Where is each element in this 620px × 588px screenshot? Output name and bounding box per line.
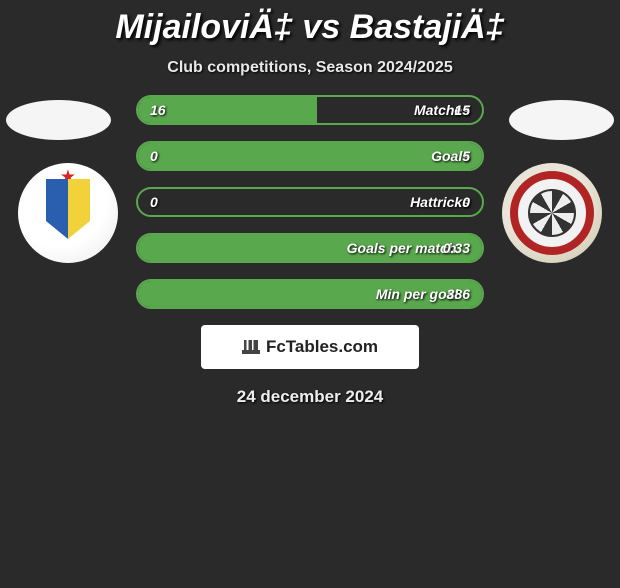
stat-label: Goals per match xyxy=(347,240,457,256)
stat-value-right: 0 xyxy=(462,194,470,210)
stat-value-left: 16 xyxy=(150,102,166,118)
snapshot-date: 24 december 2024 xyxy=(0,387,620,407)
player-silhouette-right xyxy=(509,100,614,140)
stat-value-left: 0 xyxy=(150,148,158,164)
stat-bar: 0Hattricks0 xyxy=(136,187,484,217)
fctables-branding[interactable]: FcTables.com xyxy=(201,325,419,369)
stat-value-left: 0 xyxy=(150,194,158,210)
comparison-title: MijailoviÄ‡ vs BastajiÄ‡ xyxy=(0,8,620,47)
club-crest-left: ★ xyxy=(18,163,118,263)
branding-text: FcTables.com xyxy=(266,337,378,357)
comparison-stage: ★ 16Matches150Goals50Hattricks0Goals per… xyxy=(0,95,620,407)
bar-chart-icon xyxy=(242,340,260,354)
crest-ring-icon xyxy=(510,171,594,255)
stat-value-right: 5 xyxy=(462,148,470,164)
club-crest-right xyxy=(502,163,602,263)
stat-bar: Min per goal386 xyxy=(136,279,484,309)
stat-label: Hattricks xyxy=(410,194,470,210)
stat-bar: 0Goals5 xyxy=(136,141,484,171)
stat-value-right: 386 xyxy=(447,286,470,302)
football-icon xyxy=(528,189,576,237)
stat-value-right: 15 xyxy=(454,102,470,118)
shield-icon xyxy=(46,179,90,239)
comparison-subtitle: Club competitions, Season 2024/2025 xyxy=(0,59,620,77)
stat-bar: Goals per match0.33 xyxy=(136,233,484,263)
stat-bar: 16Matches15 xyxy=(136,95,484,125)
player-silhouette-left xyxy=(6,100,111,140)
stat-value-right: 0.33 xyxy=(443,240,470,256)
